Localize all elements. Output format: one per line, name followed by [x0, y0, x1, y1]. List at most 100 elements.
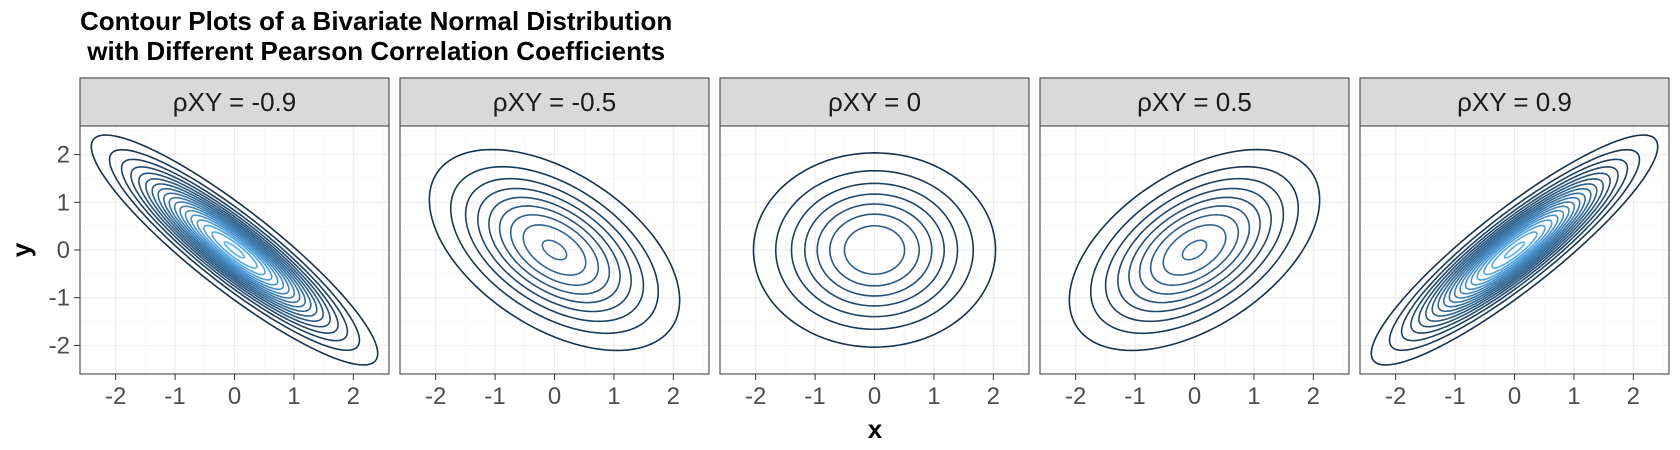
- contour-line: [1491, 231, 1538, 269]
- contour-line: [1418, 172, 1611, 328]
- facet-label: ρXY = 0.9: [1457, 87, 1572, 117]
- contour-group: [752, 152, 997, 348]
- y-tick-label: -1: [49, 285, 70, 312]
- y-axis-title: y: [6, 242, 36, 257]
- y-tick-label: 0: [57, 237, 70, 264]
- contour-line: [1370, 134, 1659, 366]
- contour-line: [428, 148, 681, 352]
- x-tick-label: -1: [164, 383, 185, 410]
- contour-line: [168, 196, 301, 304]
- x-tick-label: 0: [1508, 383, 1521, 410]
- contour-line: [196, 219, 273, 281]
- contour-line: [190, 214, 279, 286]
- contour-line: [803, 193, 946, 307]
- y-tick-label: 1: [57, 189, 70, 216]
- x-tick-label: 2: [987, 383, 1000, 410]
- contour-group: [428, 148, 681, 352]
- x-tick-label: -1: [484, 383, 505, 410]
- contour-line: [1400, 158, 1629, 342]
- contour-line: [1437, 187, 1592, 313]
- contour-line: [223, 241, 246, 259]
- contour-line: [163, 192, 306, 308]
- contour-line: [1138, 205, 1251, 295]
- contour-line: [1459, 205, 1570, 295]
- x-tick-label: 0: [228, 383, 241, 410]
- x-tick-label: -2: [1385, 383, 1406, 410]
- contour-line: [90, 134, 379, 366]
- contour-line: [1425, 178, 1604, 322]
- contour-line: [752, 152, 997, 348]
- contour-line: [774, 169, 975, 331]
- x-tick-label: 1: [1247, 383, 1260, 410]
- contour-line: [1089, 165, 1300, 335]
- x-tick-label: 2: [1307, 383, 1320, 410]
- contour-line: [477, 187, 632, 313]
- contour-line: [464, 177, 645, 323]
- facet-label: ρXY = 0.5: [1137, 87, 1252, 117]
- contour-line: [1431, 183, 1598, 317]
- panel-1: ρXY = -0.9 -2 -1 0 1 2: [79, 77, 390, 410]
- contour-line: [157, 187, 312, 313]
- contour-line: [1117, 187, 1272, 313]
- x-axis-title: x: [868, 414, 883, 444]
- contour-line: [138, 172, 331, 328]
- contour-line: [1483, 224, 1546, 276]
- contour-line: [184, 209, 285, 291]
- contour-line: [498, 205, 611, 295]
- contour-line: [541, 239, 568, 261]
- contour-line: [843, 225, 906, 275]
- contour-line: [179, 205, 290, 295]
- contour-line: [1181, 239, 1208, 261]
- panel-5: ρXY = 0.9 -2 -1 0 1 2: [1359, 77, 1670, 410]
- contour-line: [488, 196, 621, 304]
- contour-line: [211, 231, 258, 269]
- x-tick-label: -1: [1444, 383, 1465, 410]
- contour-line: [816, 203, 933, 297]
- contour-line: [1162, 224, 1227, 276]
- chart-title: Contour Plots of a Bivariate Normal Dist…: [80, 6, 673, 66]
- x-tick-label: 1: [607, 383, 620, 410]
- contour-line: [203, 224, 266, 276]
- contour-line: [1503, 241, 1526, 259]
- facet-label: ρXY = -0.9: [173, 87, 296, 117]
- x-tick-label: 1: [287, 383, 300, 410]
- contour-line: [173, 201, 296, 299]
- x-tick-label: -1: [1124, 383, 1145, 410]
- contour-line: [1104, 177, 1285, 323]
- contour-line: [1476, 219, 1553, 281]
- x-tick-label: -1: [804, 383, 825, 410]
- facet-strip: [399, 77, 710, 127]
- contour-line: [145, 178, 324, 322]
- contour-line: [1410, 166, 1619, 334]
- contour-group: [1370, 134, 1659, 366]
- x-tick-label: 0: [1188, 383, 1201, 410]
- contour-line: [509, 214, 600, 286]
- x-tick-label: -2: [425, 383, 446, 410]
- contour-line: [449, 165, 660, 335]
- contour-line: [1149, 214, 1240, 286]
- contour-line: [130, 166, 339, 334]
- contour-line: [1453, 201, 1576, 299]
- contour-line: [1068, 148, 1321, 352]
- x-tick-label: 1: [927, 383, 940, 410]
- contour-line: [108, 148, 361, 352]
- contour-line: [151, 183, 318, 317]
- y-tick-label: -2: [49, 332, 70, 359]
- contour-group: [90, 134, 379, 366]
- panel-3: ρXY = 0 -2 -1 0 1 2: [719, 77, 1030, 410]
- contour-line: [1470, 214, 1559, 286]
- facet-strip: [1039, 77, 1350, 127]
- x-tick-label: -2: [105, 383, 126, 410]
- contour-line: [120, 158, 349, 342]
- x-tick-label: 0: [868, 383, 881, 410]
- panel-4: ρXY = 0.5 -2 -1 0 1 2: [1039, 77, 1350, 410]
- contour-line: [1128, 196, 1261, 304]
- x-tick-label: 2: [1627, 383, 1640, 410]
- y-tick-label: 2: [57, 142, 70, 169]
- panel-2: ρXY = -0.5 -2 -1 0 1 2: [399, 77, 710, 410]
- facet-strip: [719, 77, 1030, 127]
- contour-line: [1448, 196, 1581, 304]
- contour-line: [1443, 192, 1586, 308]
